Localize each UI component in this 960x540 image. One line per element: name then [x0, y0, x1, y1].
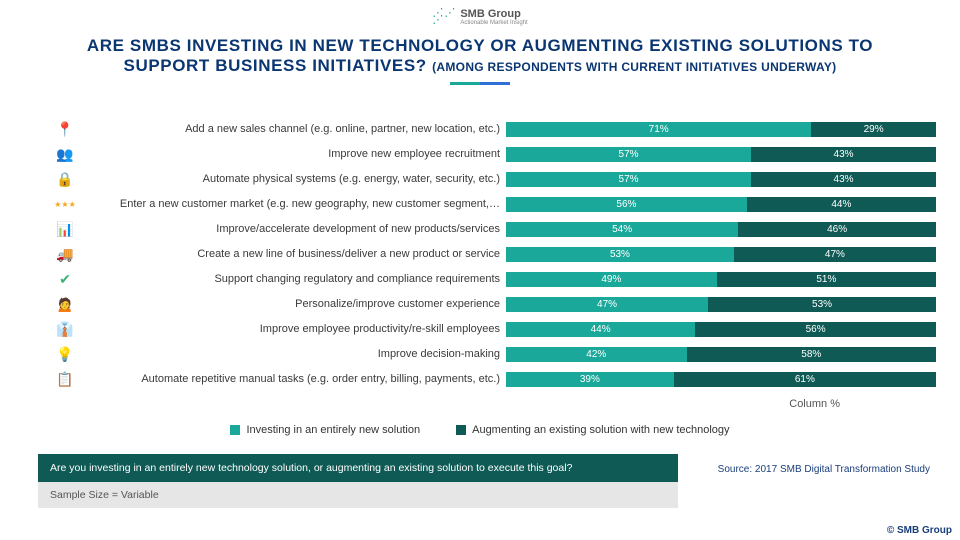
bar-segment: 44% [747, 197, 936, 212]
row-icon: 📋 [54, 369, 76, 389]
row-label: Support changing regulatory and complian… [76, 273, 506, 285]
row-label: Add a new sales channel (e.g. online, pa… [76, 123, 506, 135]
row-icon: 🚚 [54, 244, 76, 264]
row-icon: 📊 [54, 219, 76, 239]
row-label: Improve decision-making [76, 348, 506, 360]
footer-question: Are you investing in an entirely new tec… [38, 454, 678, 482]
title-line1: ARE SMBS INVESTING IN NEW TECHNOLOGY OR … [87, 36, 873, 55]
chart-row: 📍Add a new sales channel (e.g. online, p… [54, 118, 936, 140]
row-label: Enter a new customer market (e.g. new ge… [76, 198, 506, 210]
row-bar: 49%51% [506, 272, 936, 287]
underline-seg-1 [450, 82, 480, 85]
chart-row: 📊Improve/accelerate development of new p… [54, 218, 936, 240]
row-icon: 👔 [54, 319, 76, 339]
row-label: Improve/accelerate development of new pr… [76, 223, 506, 235]
row-icon: 💡 [54, 344, 76, 364]
row-bar: 57%43% [506, 172, 936, 187]
row-icon: ✔ [54, 269, 76, 289]
legend-item: Investing in an entirely new solution [230, 424, 420, 436]
bar-segment: 29% [811, 122, 936, 137]
row-label: Personalize/improve customer experience [76, 298, 506, 310]
row-bar: 47%53% [506, 297, 936, 312]
legend-item: Augmenting an existing solution with new… [456, 424, 729, 436]
chart-row: 🙍Personalize/improve customer experience… [54, 293, 936, 315]
row-bar: 57%43% [506, 147, 936, 162]
title-line2: SUPPORT BUSINESS INITIATIVES? [124, 56, 433, 75]
row-bar: 44%56% [506, 322, 936, 337]
row-icon: 📍 [54, 119, 76, 139]
bar-segment: 44% [506, 322, 695, 337]
row-label: Improve new employee recruitment [76, 148, 506, 160]
bar-segment: 61% [674, 372, 936, 387]
row-icon: 👥 [54, 144, 76, 164]
bar-segment: 39% [506, 372, 674, 387]
row-icon: ★★★ [54, 194, 76, 214]
chart-row: ✔Support changing regulatory and complia… [54, 268, 936, 290]
row-label: Improve employee productivity/re-skill e… [76, 323, 506, 335]
chart-row: 📋Automate repetitive manual tasks (e.g. … [54, 368, 936, 390]
bar-segment: 71% [506, 122, 811, 137]
row-label: Create a new line of business/deliver a … [76, 248, 506, 260]
bar-segment: 46% [738, 222, 936, 237]
bar-segment: 53% [708, 297, 936, 312]
bar-segment: 43% [751, 147, 936, 162]
chart-row: 🚚Create a new line of business/deliver a… [54, 243, 936, 265]
bar-segment: 47% [506, 297, 708, 312]
row-bar: 71%29% [506, 122, 936, 137]
legend-label: Investing in an entirely new solution [246, 424, 420, 436]
bar-segment: 58% [687, 347, 936, 362]
chart-row: 👔Improve employee productivity/re-skill … [54, 318, 936, 340]
chart-row: 👥Improve new employee recruitment57%43% [54, 143, 936, 165]
bar-segment: 43% [751, 172, 936, 187]
bar-segment: 56% [695, 322, 936, 337]
chart-row: 💡Improve decision-making42%58% [54, 343, 936, 365]
title-underline [450, 82, 510, 85]
row-bar: 54%46% [506, 222, 936, 237]
legend-label: Augmenting an existing solution with new… [472, 424, 729, 436]
bar-segment: 51% [717, 272, 936, 287]
bar-segment: 49% [506, 272, 717, 287]
bar-segment: 57% [506, 172, 751, 187]
chart-legend: Investing in an entirely new solution Aug… [0, 424, 960, 436]
bar-segment: 57% [506, 147, 751, 162]
stacked-bar-chart: 📍Add a new sales channel (e.g. online, p… [54, 118, 936, 393]
chart-row: 🔒Automate physical systems (e.g. energy,… [54, 168, 936, 190]
chart-row: ★★★Enter a new customer market (e.g. new… [54, 193, 936, 215]
source-citation: Source: 2017 SMB Digital Transformation … [718, 464, 930, 475]
row-icon: 🙍 [54, 294, 76, 314]
brand-tagline: Actionable Market Insight [460, 20, 527, 26]
footer-block: Are you investing in an entirely new tec… [38, 454, 678, 508]
bar-segment: 53% [506, 247, 734, 262]
row-bar: 56%44% [506, 197, 936, 212]
footer-sample-size: Sample Size = Variable [38, 482, 678, 508]
brand-name: SMB Group [460, 8, 527, 20]
axis-caption: Column % [789, 398, 840, 410]
bar-segment: 47% [734, 247, 936, 262]
row-bar: 53%47% [506, 247, 936, 262]
row-bar: 39%61% [506, 372, 936, 387]
row-label: Automate physical systems (e.g. energy, … [76, 173, 506, 185]
logo-dots-icon: ⋰⋰⋰ [432, 10, 456, 23]
underline-seg-2 [480, 82, 510, 85]
title-subtitle: (AMONG RESPONDENTS WITH CURRENT INITIATI… [432, 60, 836, 74]
legend-swatch [456, 425, 466, 435]
bar-segment: 54% [506, 222, 738, 237]
bar-segment: 42% [506, 347, 687, 362]
row-icon: 🔒 [54, 169, 76, 189]
row-label: Automate repetitive manual tasks (e.g. o… [76, 373, 506, 385]
legend-swatch [230, 425, 240, 435]
row-bar: 42%58% [506, 347, 936, 362]
brand-logo: ⋰⋰⋰ SMB Group Actionable Market Insight [432, 8, 527, 26]
bar-segment: 56% [506, 197, 747, 212]
page-title: ARE SMBS INVESTING IN NEW TECHNOLOGY OR … [0, 36, 960, 85]
copyright: © SMB Group [887, 525, 952, 536]
